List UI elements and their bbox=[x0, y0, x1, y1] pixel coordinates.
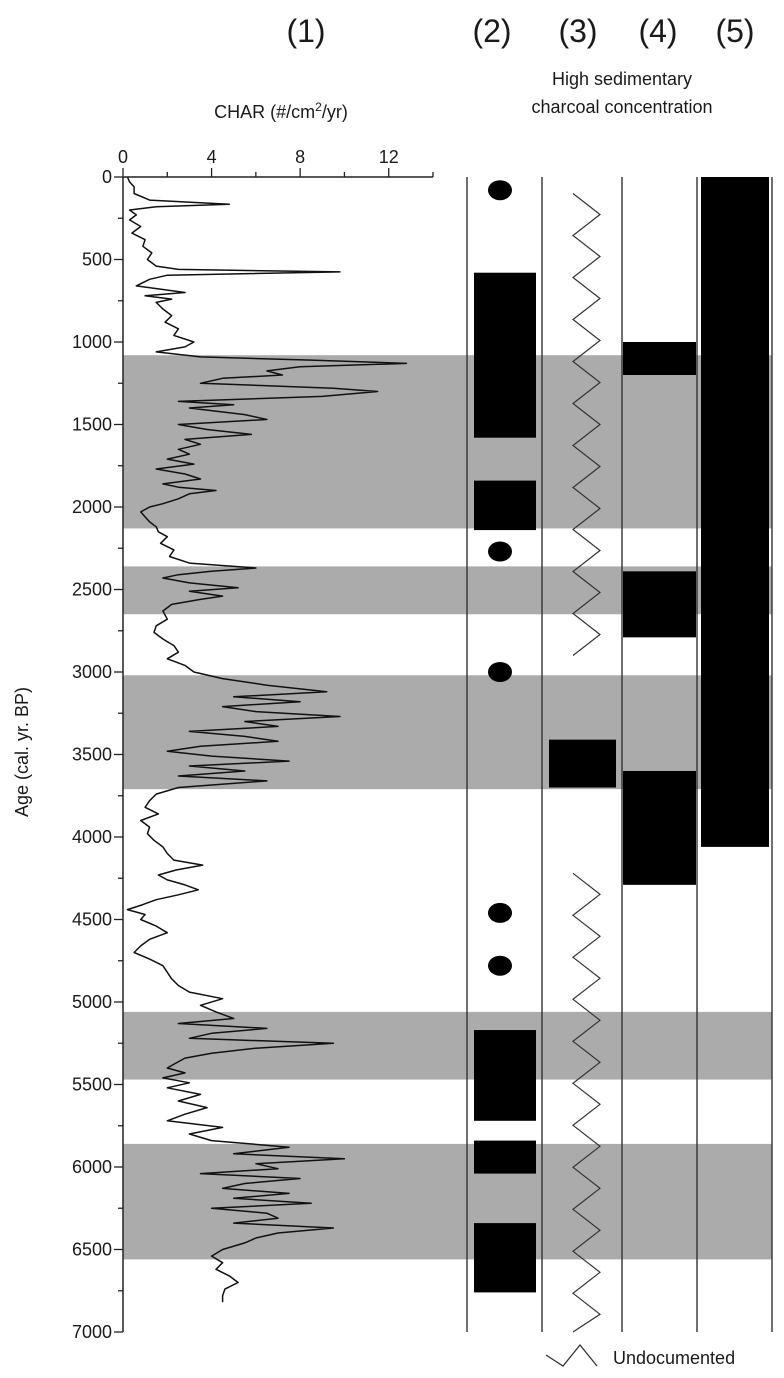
y-tick-label: 4500 bbox=[72, 910, 112, 930]
char-series-line bbox=[126, 176, 408, 1303]
marks-layer bbox=[126, 176, 769, 1333]
col2-dot-3 bbox=[488, 662, 512, 682]
x-tick-label: 0 bbox=[118, 147, 128, 167]
y-axis-title: Age (cal. yr. BP) bbox=[12, 687, 32, 817]
column-label-3: (3) bbox=[558, 13, 597, 49]
col2-bar-1 bbox=[474, 272, 536, 438]
y-tick-label: 5000 bbox=[72, 992, 112, 1012]
col2-bar-2 bbox=[474, 480, 536, 531]
header-line-1: High sedimentary bbox=[552, 69, 692, 89]
header-line-2: charcoal concentration bbox=[531, 97, 712, 117]
col4-bar-2 bbox=[623, 571, 696, 638]
y-tick-label: 500 bbox=[82, 250, 112, 270]
y-tick-label: 1500 bbox=[72, 415, 112, 435]
y-tick-label: 6000 bbox=[72, 1157, 112, 1177]
col2-bar-3 bbox=[474, 1030, 536, 1121]
col3-undocumented-zigzag-1 bbox=[572, 193, 601, 656]
col2-dot-2 bbox=[488, 541, 512, 562]
x-tick-label: 12 bbox=[379, 147, 399, 167]
shaded-band-5 bbox=[123, 1143, 772, 1260]
y-tick-label: 1000 bbox=[72, 332, 112, 352]
col2-dot-1 bbox=[488, 180, 512, 201]
y-tick-label: 0 bbox=[102, 167, 112, 187]
column-label-4: (4) bbox=[638, 13, 677, 49]
shaded-band-1 bbox=[123, 355, 772, 529]
col2-dot-4 bbox=[488, 902, 512, 923]
col2-dot-5 bbox=[488, 955, 512, 976]
col3-undocumented-zigzag-2 bbox=[572, 872, 602, 1333]
y-tick-label: 3000 bbox=[72, 662, 112, 682]
axis-layer: 0 500 1000 1500 2000 2500 3000 3500 4000 4500 5000… bbox=[72, 147, 434, 1342]
y-tick-label: 7000 bbox=[72, 1322, 112, 1342]
y-tick-label: 2000 bbox=[72, 497, 112, 517]
col4-bar-1 bbox=[623, 342, 696, 375]
undocumented-legend-icon bbox=[545, 1343, 598, 1367]
legend-label: Undocumented bbox=[613, 1348, 735, 1368]
column-label-5: (5) bbox=[715, 13, 754, 49]
column-label-2: (2) bbox=[472, 13, 511, 49]
x-tick-label: 4 bbox=[207, 147, 217, 167]
y-tick-label: 2500 bbox=[72, 580, 112, 600]
x-tick-label: 8 bbox=[295, 147, 305, 167]
shaded-band-4 bbox=[123, 1011, 772, 1080]
y-tick-label: 3500 bbox=[72, 745, 112, 765]
col3-bar-1 bbox=[549, 739, 616, 788]
col2-bar-4 bbox=[474, 1140, 536, 1174]
x-axis-title: CHAR (#/cm2/yr) bbox=[214, 100, 348, 122]
col4-bar-3 bbox=[623, 771, 696, 885]
y-tick-label: 5500 bbox=[72, 1075, 112, 1095]
x-axis-title-superscript: 2 bbox=[315, 100, 322, 114]
col5-bar-1 bbox=[701, 177, 769, 847]
y-tick-label: 6500 bbox=[72, 1240, 112, 1260]
column-label-1: (1) bbox=[286, 13, 325, 49]
col2-bar-5 bbox=[474, 1223, 536, 1293]
y-tick-label: 4000 bbox=[72, 827, 112, 847]
